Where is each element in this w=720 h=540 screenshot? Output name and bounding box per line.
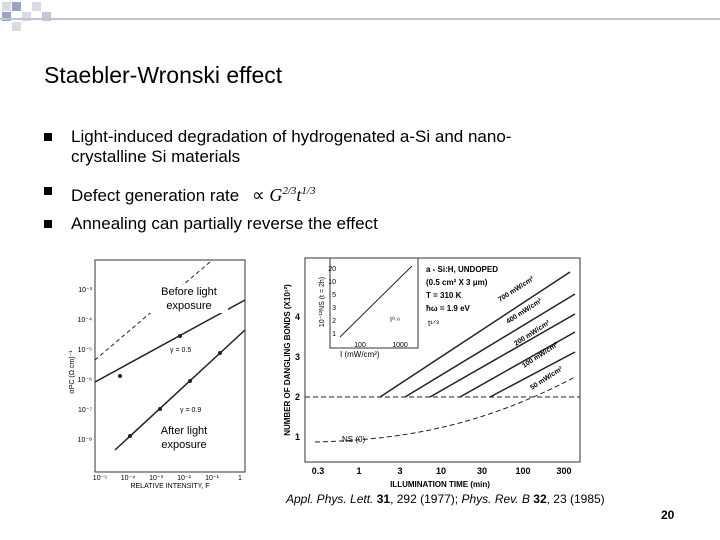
- bullet-text: Light-induced degradation of hydrogenate…: [71, 127, 512, 146]
- y-tick-label: 2: [295, 392, 300, 402]
- baseline-label: NS (0): [342, 435, 365, 444]
- citation-part: 31: [373, 492, 391, 506]
- y-tick-label: 10⁻⁴: [78, 317, 93, 324]
- line-label: 50 mW/cm²: [529, 365, 564, 391]
- x-tick-label: 30: [477, 466, 487, 476]
- x-tick-label: 100: [515, 466, 530, 476]
- slide-title: Staebler-Wronski effect: [44, 62, 283, 88]
- x-tick-label: 300: [556, 466, 571, 476]
- annotation: After light exposure: [150, 424, 218, 452]
- formula: ∝ G2/3t1/3: [251, 185, 316, 205]
- inset-tick: 1: [332, 331, 336, 338]
- citation: Appl. Phys. Lett. 31, 292 (1977); Phys. …: [286, 492, 605, 506]
- x-tick-label: 10⁻²: [177, 475, 191, 482]
- legend-text: ħω = 1.9 eV: [426, 304, 471, 313]
- x-tick-label: 0.3: [312, 466, 325, 476]
- bullet-text: crystalline Si materials: [71, 147, 241, 166]
- inset-tick: 5: [332, 292, 336, 299]
- y-tick-label: 10⁻³: [78, 287, 92, 294]
- line-label: 700 mW/cm²: [497, 275, 536, 303]
- inset-label: I⁰·⁶: [390, 316, 400, 324]
- x-tick-label: 10⁻³: [149, 475, 163, 482]
- legend-text: T = 310 K: [426, 291, 462, 300]
- axis-label: NUMBER OF DANGLING BONDS (X10¹²): [283, 284, 292, 436]
- y-tick-label: 10⁻⁵: [78, 347, 92, 354]
- curve-label: γ = 0.9: [180, 407, 201, 414]
- inset-label: 10⁻¹²NS (t = 2h): [319, 277, 326, 327]
- bullet-text: Annealing can partially reverse the effe…: [71, 214, 378, 233]
- y-tick-label: 10⁻⁷: [78, 407, 92, 414]
- legend-text: (0.5 cm² X 3 μm): [426, 278, 488, 287]
- line-label: 100 mW/cm²: [521, 341, 560, 369]
- y-tick-label: 4: [295, 312, 300, 322]
- y-tick-label: 10⁻⁶: [78, 377, 92, 384]
- inset-tick: 20: [328, 266, 336, 273]
- inset-tick: 10: [328, 279, 336, 286]
- citation-part: 32: [529, 492, 547, 506]
- inset-tick: 1000: [392, 342, 408, 349]
- line-label: 200 mW/cm²: [513, 319, 552, 347]
- curve-label: γ = 0.5: [170, 347, 191, 354]
- x-tick-label: 10: [436, 466, 446, 476]
- inset-tick: 3: [332, 305, 336, 312]
- citation-part: , 23 (1985): [546, 492, 605, 506]
- inset-tick: 100: [354, 342, 366, 349]
- figure-right: I (mW/cm²) I⁰·⁶ 10⁻¹²NS (t = 2h) 100 1000…: [283, 257, 581, 489]
- slope-label: t¹ᐟ³: [428, 319, 439, 328]
- inset-tick: 2: [332, 318, 336, 325]
- axis-label: σPC (Ω cm)⁻¹: [69, 350, 76, 394]
- x-tick-label: 10⁻¹: [205, 475, 219, 482]
- x-tick-label: 3: [397, 466, 402, 476]
- y-tick-label: 10⁻⁸: [78, 437, 92, 444]
- x-tick-label: 1: [238, 475, 242, 482]
- y-tick-label: 1: [295, 432, 300, 442]
- decoration: [0, 2, 720, 31]
- page-number: 20: [661, 508, 675, 522]
- citation-part: , 292 (1977);: [390, 492, 462, 506]
- x-tick-label: 10⁻⁴: [121, 475, 136, 482]
- citation-part: Appl. Phys. Lett.: [286, 492, 374, 506]
- x-tick-label: 10⁻⁵: [93, 475, 107, 482]
- bullet-text: Defect generation rate: [71, 186, 240, 205]
- figure-left: 10⁻³ 10⁻⁴ 10⁻⁵ 10⁻⁶ 10⁻⁷ 10⁻⁸ 10⁻⁵ 10⁻⁴ 10⁻³ 10⁻…: [69, 259, 246, 490]
- y-tick-label: 3: [295, 352, 300, 362]
- inset-label: I (mW/cm²): [340, 350, 380, 359]
- axis-label: RELATIVE INTENSITY, F: [130, 483, 209, 490]
- x-tick-label: 1: [356, 466, 361, 476]
- annotation: Before light exposure: [150, 285, 228, 313]
- axis-label: ILLUMINATION TIME (min): [390, 480, 490, 489]
- legend-text: a - Si:H, UNDOPED: [426, 265, 498, 274]
- citation-part: Phys. Rev. B: [461, 492, 530, 506]
